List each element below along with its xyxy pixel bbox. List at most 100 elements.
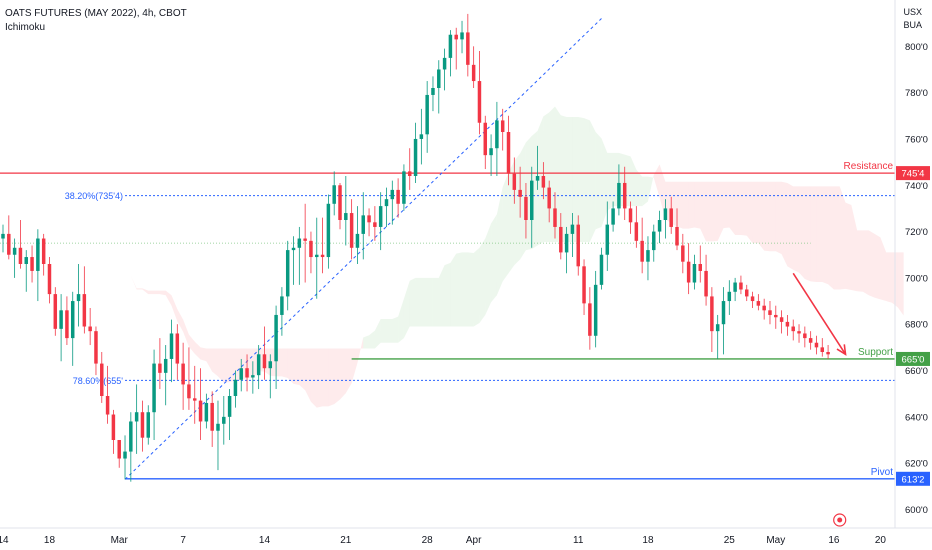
x-tick-label: 14 [0,535,9,546]
cloud-segment [706,181,712,242]
candle-body [785,321,790,327]
level-tag-bg [896,351,930,366]
cloud-segment [723,181,730,229]
x-tick-label: 25 [724,535,736,546]
candle [744,284,749,302]
candle-body [622,182,627,209]
cloud-segment [403,280,410,339]
candle [564,226,569,274]
cloud-segment [328,348,335,407]
candle [715,314,720,359]
cloud-segment [345,348,352,394]
candle [251,361,255,394]
candle [152,349,156,440]
cloud-segment [165,290,172,306]
y-tick-label: 600'0 [905,505,928,516]
candle-body [384,199,389,207]
candle [500,108,505,151]
candle [239,358,243,392]
candle [704,254,708,306]
candle-body [791,326,795,332]
cloud-segment [694,181,701,229]
x-tick-label: 7 [180,535,186,546]
cloud-segment [595,132,602,230]
candle [274,305,278,390]
candle-body [88,326,92,332]
candle-body [698,264,702,271]
candle [669,196,673,234]
candle-body [256,354,261,376]
candle-body [774,314,778,318]
candle [530,166,534,248]
cloud-segment [711,181,718,242]
candle-body [30,257,34,271]
candle [233,370,238,408]
indicator-label[interactable]: Ichimoku [5,22,46,33]
candle-body [53,294,58,329]
candle-body [779,317,784,322]
cloud-segment [816,186,823,282]
cloud-segment [804,186,811,282]
candle [355,206,360,264]
candle [117,440,121,468]
candle [53,287,58,336]
candle [524,182,528,239]
y-tick-label: 680'0 [905,320,928,331]
candle [460,20,464,54]
x-tick-label: 14 [259,535,271,546]
cloud-segment [717,181,724,241]
candle [477,50,482,135]
level-label-pivot: Pivot [871,467,893,478]
candle-body [553,208,557,227]
cloud-segment [183,319,189,347]
cloud-segment [223,348,230,383]
candle-body [826,352,830,355]
candle-body [803,333,807,339]
y-tick-label: 800'0 [905,42,928,53]
candle-body [739,282,743,290]
cloud-segment [217,348,224,383]
candle [303,203,307,283]
candle-body [756,301,761,306]
candle [785,314,790,336]
candle [7,215,11,260]
candle-body [477,81,482,123]
candle-body [320,254,325,258]
candle [47,257,52,304]
candle [210,391,214,447]
candle [535,145,540,190]
cloud-segment [810,186,817,282]
cloud-segment [369,330,375,349]
candle-body [396,189,400,204]
cloud-segment [456,252,463,327]
event-icon-dot [837,517,843,523]
cloud-segment [392,316,399,343]
candle-body [158,363,162,373]
cloud-segment [281,348,288,379]
symbol-title: OATS FUTURES (MAY 2022), 4h, CBOT [5,8,187,19]
cloud-segment [653,164,660,198]
event-icon[interactable] [833,513,847,527]
candle-body [506,132,511,174]
level-tag-text: 613'2 [902,474,925,485]
candle [506,115,511,186]
candle [175,324,180,380]
cloud-segment [862,230,869,296]
candle [198,368,203,440]
candle-body [733,282,737,292]
candle-body [94,331,98,364]
candle-body [140,412,145,438]
candle-body [70,301,75,339]
candle-body [582,266,586,304]
candle [407,148,412,190]
cloud-segment [432,277,439,327]
candle-body [570,224,575,234]
candle-body [564,233,569,253]
candle-body [820,347,825,352]
candle [36,229,40,302]
cloud-segment [363,335,370,349]
candle [94,326,98,376]
candle [105,365,110,424]
